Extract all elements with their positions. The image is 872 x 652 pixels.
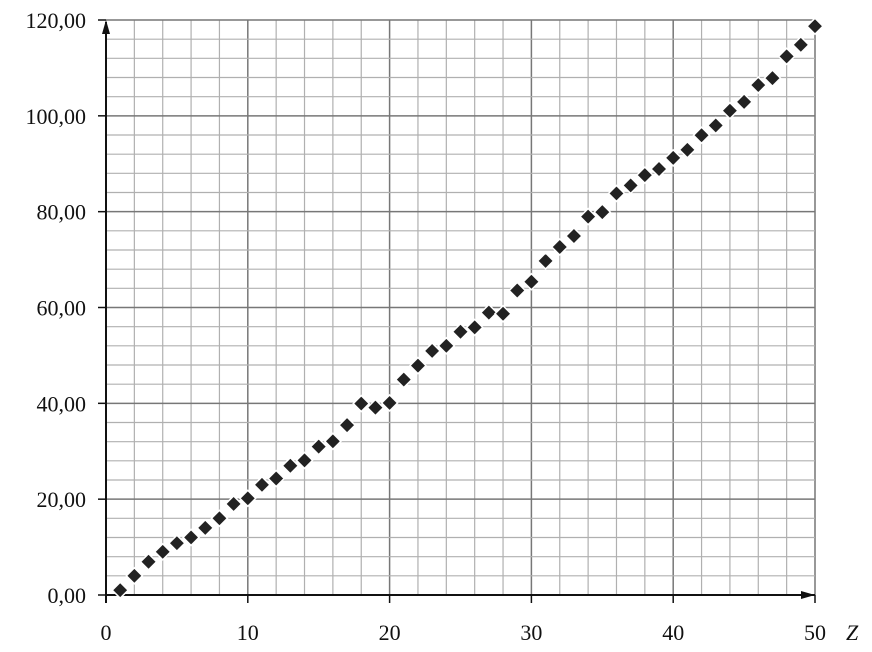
data-point	[791, 35, 810, 54]
data-point	[678, 140, 697, 159]
data-point	[380, 393, 399, 413]
data-point	[408, 356, 428, 375]
data-point	[536, 251, 555, 270]
data-point	[607, 184, 626, 203]
data-point	[763, 69, 782, 88]
data-point	[252, 475, 272, 494]
data-point	[125, 566, 144, 585]
data-point	[777, 47, 796, 66]
grid	[106, 19, 816, 595]
data-point	[508, 281, 527, 300]
axes	[98, 19, 816, 603]
data-point	[621, 176, 640, 195]
data-point	[111, 581, 130, 600]
data-point	[564, 226, 584, 246]
data-point	[423, 341, 442, 360]
y-tick-label: 40,00	[37, 391, 87, 416]
x-axis-arrow-icon	[801, 591, 815, 599]
y-tick-label: 80,00	[37, 200, 87, 225]
data-point	[352, 394, 371, 413]
x-axis-label: Z	[846, 620, 859, 645]
data-points	[111, 17, 825, 600]
x-tick-label: 20	[379, 620, 401, 645]
data-point	[295, 451, 314, 470]
y-tick-label: 100,00	[26, 104, 87, 129]
data-point	[522, 272, 541, 291]
data-point	[720, 101, 739, 120]
data-point	[394, 370, 413, 389]
y-tick-label: 120,00	[26, 8, 87, 33]
data-point	[182, 528, 201, 547]
data-point	[366, 398, 385, 417]
data-point	[805, 17, 825, 36]
data-point	[479, 303, 498, 322]
data-point	[649, 159, 669, 179]
x-tick-label: 0	[101, 620, 112, 645]
data-point	[337, 416, 357, 435]
y-tick-label: 0,00	[48, 583, 87, 608]
x-tick-label: 50	[804, 620, 826, 645]
data-point	[323, 432, 342, 451]
x-tick-label: 40	[662, 620, 684, 645]
x-tick-labels: 0 10 20 30 40 50	[101, 620, 827, 645]
data-point	[593, 203, 612, 222]
data-point	[309, 437, 328, 456]
y-tick-label: 20,00	[37, 487, 87, 512]
data-point	[210, 509, 229, 528]
data-point	[281, 456, 300, 475]
data-point	[465, 318, 484, 337]
data-point	[437, 336, 456, 355]
data-point	[735, 92, 754, 111]
y-tick-label: 60,00	[37, 296, 87, 321]
data-point	[550, 237, 569, 257]
data-point	[267, 469, 286, 488]
x-tick-label: 30	[520, 620, 542, 645]
data-point	[493, 304, 513, 323]
data-point	[692, 126, 711, 145]
data-point	[635, 166, 654, 185]
data-point	[706, 116, 725, 135]
data-point	[664, 148, 683, 167]
data-point	[224, 494, 243, 514]
data-point	[579, 207, 598, 226]
data-point	[139, 552, 158, 571]
data-point	[451, 322, 470, 341]
data-point	[749, 76, 768, 95]
y-tick-labels: 0,00 20,00 40,00 60,00 80,00 100,00 120,00	[26, 8, 87, 608]
y-axis-arrow-icon	[102, 20, 110, 34]
data-point	[153, 542, 172, 561]
data-point	[238, 489, 257, 508]
data-point	[196, 518, 215, 537]
x-tick-label: 10	[237, 620, 259, 645]
data-point	[167, 534, 186, 553]
